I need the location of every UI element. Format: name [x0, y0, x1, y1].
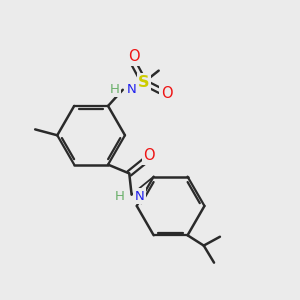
Text: O: O — [128, 49, 140, 64]
Text: N: N — [134, 190, 144, 202]
Text: N: N — [126, 83, 136, 96]
Text: H: H — [115, 190, 125, 202]
Text: H: H — [110, 83, 119, 96]
Text: O: O — [143, 148, 155, 163]
Text: O: O — [161, 86, 172, 101]
Text: S: S — [138, 75, 150, 90]
